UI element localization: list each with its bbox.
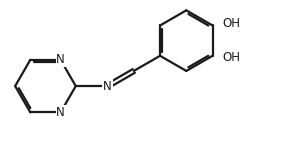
Text: OH: OH	[222, 17, 240, 30]
Text: N: N	[103, 80, 112, 93]
Text: N: N	[56, 106, 65, 119]
Text: OH: OH	[222, 51, 240, 64]
Text: N: N	[56, 53, 65, 66]
